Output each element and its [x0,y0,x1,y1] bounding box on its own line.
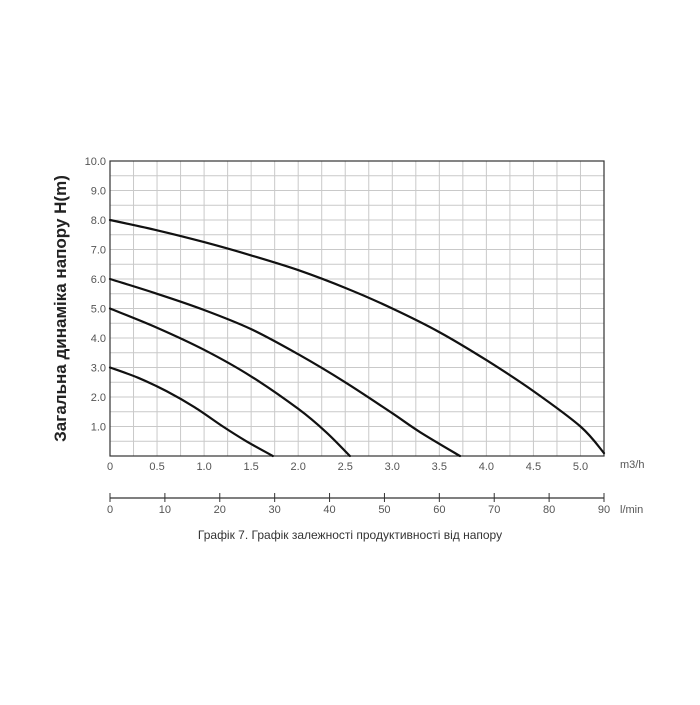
secondary-tick-label: 50 [378,504,390,516]
chart-caption: Графік 7. Графік залежності продуктивнос… [197,528,503,542]
x-tick-label: 0 [107,461,113,473]
y-tick-label: 7.0 [91,245,106,257]
y-tick-label: 4.0 [91,333,106,345]
secondary-tick-label: 0 [107,504,113,516]
y-tick-label: 8.0 [91,215,106,227]
x-tick-label: 5.0 [573,461,588,473]
labels: 1.0 2.0 3.0 4.0 5.0 6.0 7.0 8.0 9.0 10.0 0 0.5 1.0 1.… [51,156,644,516]
y-tick-label: 9.0 [91,186,106,198]
x-tick-label: 2.0 [291,461,306,473]
x-axis-unit-label: m3/h [620,459,644,471]
x-tick-label: 4.0 [479,461,494,473]
x-tick-label: 2.5 [338,461,353,473]
series-group [108,218,606,458]
y-tick-label: 2.0 [91,392,106,404]
series-line-2 [108,307,351,458]
secondary-tick-label: 10 [159,504,171,516]
axes [109,160,605,502]
secondary-tick-label: 60 [433,504,445,516]
x-tick-label: 3.5 [432,461,447,473]
y-tick-label: 3.0 [91,363,106,375]
secondary-tick-label: 80 [543,504,555,516]
secondary-tick-label: 90 [598,504,610,516]
y-tick-label: 6.0 [91,274,106,286]
secondary-axis-unit-label: l/min [620,504,643,516]
secondary-tick-label: 70 [488,504,500,516]
series-line-3 [108,277,462,458]
y-tick-label: 5.0 [91,304,106,316]
secondary-tick-label: 40 [323,504,335,516]
y-tick-label: 10.0 [85,156,106,168]
grid [110,161,604,456]
x-tick-label: 4.5 [526,461,541,473]
secondary-tick-label: 20 [214,504,226,516]
series-line-1 [108,366,274,458]
x-tick-label: 1.0 [196,461,211,473]
x-tick-label: 1.5 [243,461,258,473]
y-axis-title: Загальна динаміка напору H(m) [51,175,70,442]
series-line-4 [108,218,606,455]
y-tick-label: 1.0 [91,422,106,434]
secondary-tick-label: 30 [269,504,281,516]
x-tick-label: 3.0 [385,461,400,473]
x-tick-label: 0.5 [149,461,164,473]
